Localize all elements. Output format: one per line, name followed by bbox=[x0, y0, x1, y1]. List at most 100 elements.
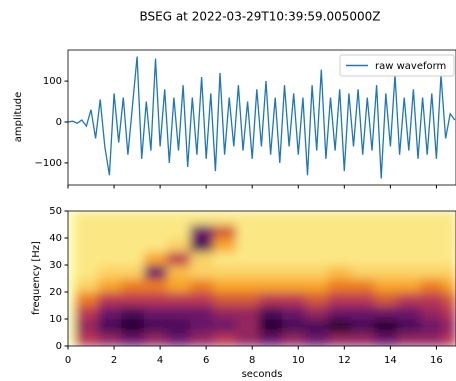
heatmap-cell bbox=[167, 251, 191, 266]
heatmap-cell bbox=[259, 224, 283, 239]
heatmap-cell bbox=[143, 292, 168, 306]
heatmap-cell bbox=[328, 305, 352, 320]
heatmap-cell bbox=[374, 211, 398, 225]
y-tick-label: 0 bbox=[56, 117, 62, 128]
heatmap-cell bbox=[374, 278, 398, 293]
waveform-area bbox=[68, 56, 456, 179]
heatmap-cell bbox=[351, 305, 375, 320]
heatmap-cell bbox=[167, 238, 191, 252]
heatmap-cell bbox=[97, 292, 122, 306]
heatmap-cell bbox=[420, 319, 444, 333]
heatmap-cell bbox=[351, 292, 375, 306]
heatmap-cell bbox=[74, 292, 99, 306]
heatmap-cell bbox=[397, 224, 421, 239]
x-tick-label: 0 bbox=[65, 355, 71, 366]
y-tick-label: 20 bbox=[49, 287, 62, 298]
heatmap-cell bbox=[282, 211, 306, 225]
x-tick-label: 10 bbox=[292, 355, 305, 366]
heatmap-cell bbox=[143, 251, 168, 266]
heatmap-cell bbox=[282, 251, 306, 266]
heatmap-cell bbox=[213, 278, 237, 293]
heatmap-cell bbox=[236, 292, 260, 306]
heatmap-cell bbox=[420, 238, 444, 252]
heatmap-cell bbox=[167, 211, 191, 225]
x-tick-label: 8 bbox=[249, 355, 255, 366]
heatmap-cell bbox=[374, 224, 398, 239]
heatmap-cell bbox=[328, 332, 352, 346]
heatmap-cell bbox=[74, 319, 99, 333]
heatmap-cell bbox=[420, 251, 444, 266]
heatmap-cell bbox=[97, 211, 122, 225]
heatmap-cell bbox=[374, 305, 398, 320]
heatmap-cell bbox=[120, 278, 145, 293]
heatmap-cell bbox=[420, 265, 444, 279]
heatmap-cell bbox=[282, 332, 306, 346]
heatmap-cell bbox=[328, 224, 352, 239]
heatmap-cell bbox=[305, 305, 329, 320]
heatmap-cell bbox=[74, 224, 99, 239]
heatmap-cell bbox=[259, 211, 283, 225]
x-tick-label: 12 bbox=[338, 355, 351, 366]
heatmap-cell bbox=[397, 292, 421, 306]
heatmap-cell bbox=[143, 224, 168, 239]
heatmap-cell bbox=[351, 211, 375, 225]
heatmap-cell bbox=[282, 305, 306, 320]
heatmap-cell bbox=[374, 319, 398, 333]
heatmap-cell bbox=[420, 332, 444, 346]
x-tick-label: 6 bbox=[203, 355, 209, 366]
heatmap-cell bbox=[259, 319, 283, 333]
heatmap-cell bbox=[236, 251, 260, 266]
heatmap-cell bbox=[397, 238, 421, 252]
heatmap-cell bbox=[374, 265, 398, 279]
heatmap-cell bbox=[351, 278, 375, 293]
heatmap-cell bbox=[351, 238, 375, 252]
y-tick-label: 40 bbox=[49, 233, 62, 244]
heatmap-cell bbox=[397, 305, 421, 320]
y-tick-label: 0 bbox=[56, 341, 62, 352]
heatmap-cell bbox=[328, 251, 352, 266]
heatmap-cell bbox=[328, 278, 352, 293]
heatmap-cell bbox=[305, 265, 329, 279]
heatmap-cell bbox=[443, 319, 456, 333]
heatmap-cell bbox=[143, 278, 168, 293]
heatmap-cell bbox=[190, 292, 214, 306]
heatmap-cell bbox=[282, 224, 306, 239]
heatmap-cell bbox=[74, 278, 99, 293]
x-axis-label: seconds bbox=[242, 369, 283, 380]
heatmap-cell bbox=[120, 292, 145, 306]
heatmap-cell bbox=[397, 278, 421, 293]
waveform-line bbox=[68, 56, 456, 179]
heatmap-cell bbox=[282, 319, 306, 333]
heatmap-cell bbox=[97, 265, 122, 279]
heatmap-cell bbox=[305, 211, 329, 225]
heatmap-cell bbox=[120, 305, 145, 320]
heatmap-cell bbox=[328, 265, 352, 279]
heatmap-cell bbox=[74, 238, 99, 252]
heatmap-cell bbox=[443, 224, 456, 239]
heatmap-cell bbox=[143, 211, 168, 225]
heatmap-cell bbox=[351, 224, 375, 239]
y-tick-label: 30 bbox=[49, 260, 62, 271]
heatmap-cell bbox=[213, 211, 237, 225]
heatmap-cell bbox=[97, 224, 122, 239]
heatmap-cell bbox=[397, 265, 421, 279]
heatmap-cell bbox=[167, 278, 191, 293]
heatmap-cell bbox=[213, 265, 237, 279]
heatmap-cell bbox=[443, 278, 456, 293]
heatmap-cell bbox=[97, 319, 122, 333]
heatmap-cell bbox=[397, 251, 421, 266]
heatmap-cell bbox=[282, 292, 306, 306]
heatmap-cell bbox=[305, 332, 329, 346]
heatmap-cell bbox=[305, 319, 329, 333]
heatmap-cell bbox=[74, 251, 99, 266]
y-tick-label: 100 bbox=[43, 76, 62, 87]
heatmap-cell bbox=[97, 251, 122, 266]
heatmap-cell bbox=[167, 224, 191, 239]
heatmap-cell bbox=[120, 224, 145, 239]
x-tick-label: 4 bbox=[157, 355, 163, 366]
legend-label: raw waveform bbox=[375, 61, 446, 72]
heatmap-cell bbox=[97, 332, 122, 346]
heatmap-cell bbox=[190, 278, 214, 293]
heatmap-cell bbox=[213, 305, 237, 320]
heatmap-cell bbox=[143, 238, 168, 252]
